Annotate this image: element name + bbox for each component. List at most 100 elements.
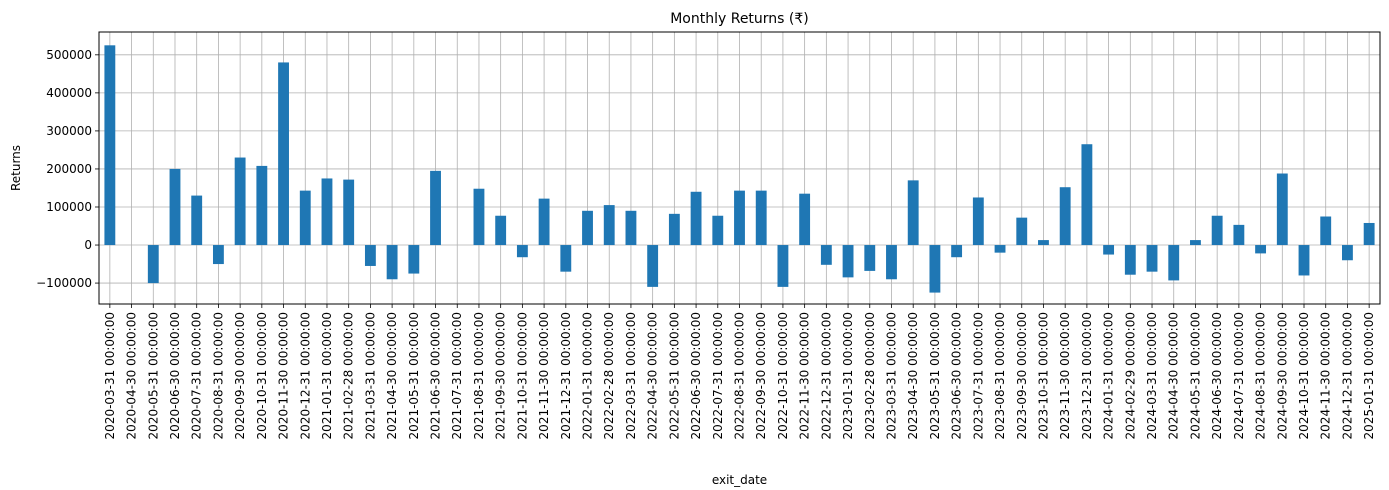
x-axis-ticks: 2020-03-31 00:00:00 2020-04-30 00:00:00 20… xyxy=(103,304,1376,439)
bar xyxy=(625,210,637,246)
bar xyxy=(907,180,919,246)
bar xyxy=(886,245,897,280)
bar xyxy=(212,245,224,265)
x-tick-label: 2022-10-31 00:00:00 xyxy=(776,312,790,439)
y-axis-ticks: −100000 0 100000 200000 300000 400000 500000 xyxy=(36,48,99,290)
x-tick-label: 2022-05-31 00:00:00 xyxy=(667,312,681,439)
x-tick-label: 2024-10-31 00:00:00 xyxy=(1297,312,1311,439)
bar xyxy=(386,245,398,280)
x-tick-label: 2021-02-28 00:00:00 xyxy=(342,312,356,439)
x-tick-label: 2020-12-31 00:00:00 xyxy=(298,312,312,439)
x-tick-label: 2021-10-31 00:00:00 xyxy=(515,312,529,439)
x-tick-label: 2023-03-31 00:00:00 xyxy=(884,312,898,439)
x-tick-label: 2021-06-30 00:00:00 xyxy=(429,312,443,439)
x-tick-label: 2024-02-29 00:00:00 xyxy=(1123,312,1137,439)
x-tick-label: 2023-10-31 00:00:00 xyxy=(1036,312,1050,439)
x-tick-label: 2022-07-31 00:00:00 xyxy=(711,312,725,439)
x-tick-label: 2024-03-31 00:00:00 xyxy=(1145,312,1159,439)
bar xyxy=(972,197,984,246)
bar xyxy=(777,245,789,287)
bars xyxy=(104,45,1375,293)
bar xyxy=(495,215,507,246)
bar xyxy=(1363,222,1375,246)
y-axis-label: Returns xyxy=(9,145,23,191)
bar xyxy=(842,245,854,278)
x-tick-label: 2021-05-31 00:00:00 xyxy=(407,312,421,439)
bar xyxy=(104,45,116,246)
y-tick-label: 100000 xyxy=(46,200,92,214)
bar xyxy=(1016,217,1028,246)
bar xyxy=(234,157,246,246)
x-tick-label: 2023-05-31 00:00:00 xyxy=(928,312,942,439)
y-tick-label: 400000 xyxy=(46,86,92,100)
x-tick-label: 2021-11-30 00:00:00 xyxy=(537,312,551,439)
x-tick-label: 2020-03-31 00:00:00 xyxy=(103,312,117,439)
bar xyxy=(755,190,767,246)
y-tick-label: 500000 xyxy=(46,48,92,62)
x-tick-label: 2021-03-31 00:00:00 xyxy=(363,312,377,439)
bar xyxy=(1059,187,1071,246)
bar xyxy=(951,245,963,258)
bar xyxy=(191,195,203,246)
bar xyxy=(712,215,724,246)
bar xyxy=(1320,216,1332,246)
y-tick-label: 300000 xyxy=(46,124,92,138)
x-tick-label: 2021-09-30 00:00:00 xyxy=(494,312,508,439)
bar xyxy=(1038,240,1049,246)
bar xyxy=(1168,245,1180,281)
bar xyxy=(343,179,355,246)
x-tick-label: 2020-04-30 00:00:00 xyxy=(125,312,139,439)
x-tick-label: 2022-02-28 00:00:00 xyxy=(602,312,616,439)
bar xyxy=(1146,245,1158,272)
bar xyxy=(473,188,485,246)
x-tick-label: 2021-08-31 00:00:00 xyxy=(472,312,486,439)
x-tick-label: 2020-06-30 00:00:00 xyxy=(168,312,182,439)
bar xyxy=(299,190,311,246)
x-tick-label: 2023-08-31 00:00:00 xyxy=(993,312,1007,439)
bar xyxy=(820,245,832,265)
x-tick-label: 2024-05-31 00:00:00 xyxy=(1188,312,1202,439)
bar xyxy=(1255,245,1267,254)
x-tick-label: 2022-03-31 00:00:00 xyxy=(624,312,638,439)
bar xyxy=(799,193,811,246)
x-tick-label: 2020-09-30 00:00:00 xyxy=(233,312,247,439)
x-tick-label: 2023-07-31 00:00:00 xyxy=(971,312,985,439)
x-tick-label: 2020-05-31 00:00:00 xyxy=(146,312,160,439)
y-tick-label: 0 xyxy=(84,238,92,252)
bar xyxy=(1190,240,1201,246)
x-tick-label: 2023-02-28 00:00:00 xyxy=(863,312,877,439)
bar xyxy=(169,168,181,246)
x-tick-label: 2022-12-31 00:00:00 xyxy=(819,312,833,439)
bar xyxy=(1342,245,1353,261)
bar xyxy=(734,190,745,246)
bar xyxy=(408,245,420,274)
x-tick-label: 2021-04-30 00:00:00 xyxy=(385,312,399,439)
x-tick-label: 2022-11-30 00:00:00 xyxy=(798,312,812,439)
bar xyxy=(364,245,376,266)
bar xyxy=(321,178,333,246)
x-tick-label: 2022-04-30 00:00:00 xyxy=(646,312,660,439)
x-tick-label: 2023-04-30 00:00:00 xyxy=(906,312,920,439)
bar xyxy=(1124,245,1136,275)
x-axis-label: exit_date xyxy=(712,473,767,487)
bar xyxy=(668,213,680,246)
bar xyxy=(147,245,159,284)
bar xyxy=(516,245,528,258)
x-tick-label: 2022-08-31 00:00:00 xyxy=(733,312,747,439)
x-tick-label: 2024-01-31 00:00:00 xyxy=(1102,312,1116,439)
bar xyxy=(256,165,268,246)
x-tick-label: 2020-10-31 00:00:00 xyxy=(255,312,269,439)
x-tick-label: 2022-09-30 00:00:00 xyxy=(754,312,768,439)
bar xyxy=(647,245,659,287)
x-tick-label: 2023-09-30 00:00:00 xyxy=(1015,312,1029,439)
x-tick-label: 2020-07-31 00:00:00 xyxy=(190,312,204,439)
bar xyxy=(690,191,702,246)
bar xyxy=(430,170,441,246)
x-tick-label: 2024-06-30 00:00:00 xyxy=(1210,312,1224,439)
x-tick-label: 2024-11-30 00:00:00 xyxy=(1319,312,1333,439)
bar xyxy=(582,210,593,246)
bar xyxy=(1233,224,1245,246)
x-tick-label: 2020-08-31 00:00:00 xyxy=(211,312,225,439)
bar xyxy=(1103,245,1115,255)
